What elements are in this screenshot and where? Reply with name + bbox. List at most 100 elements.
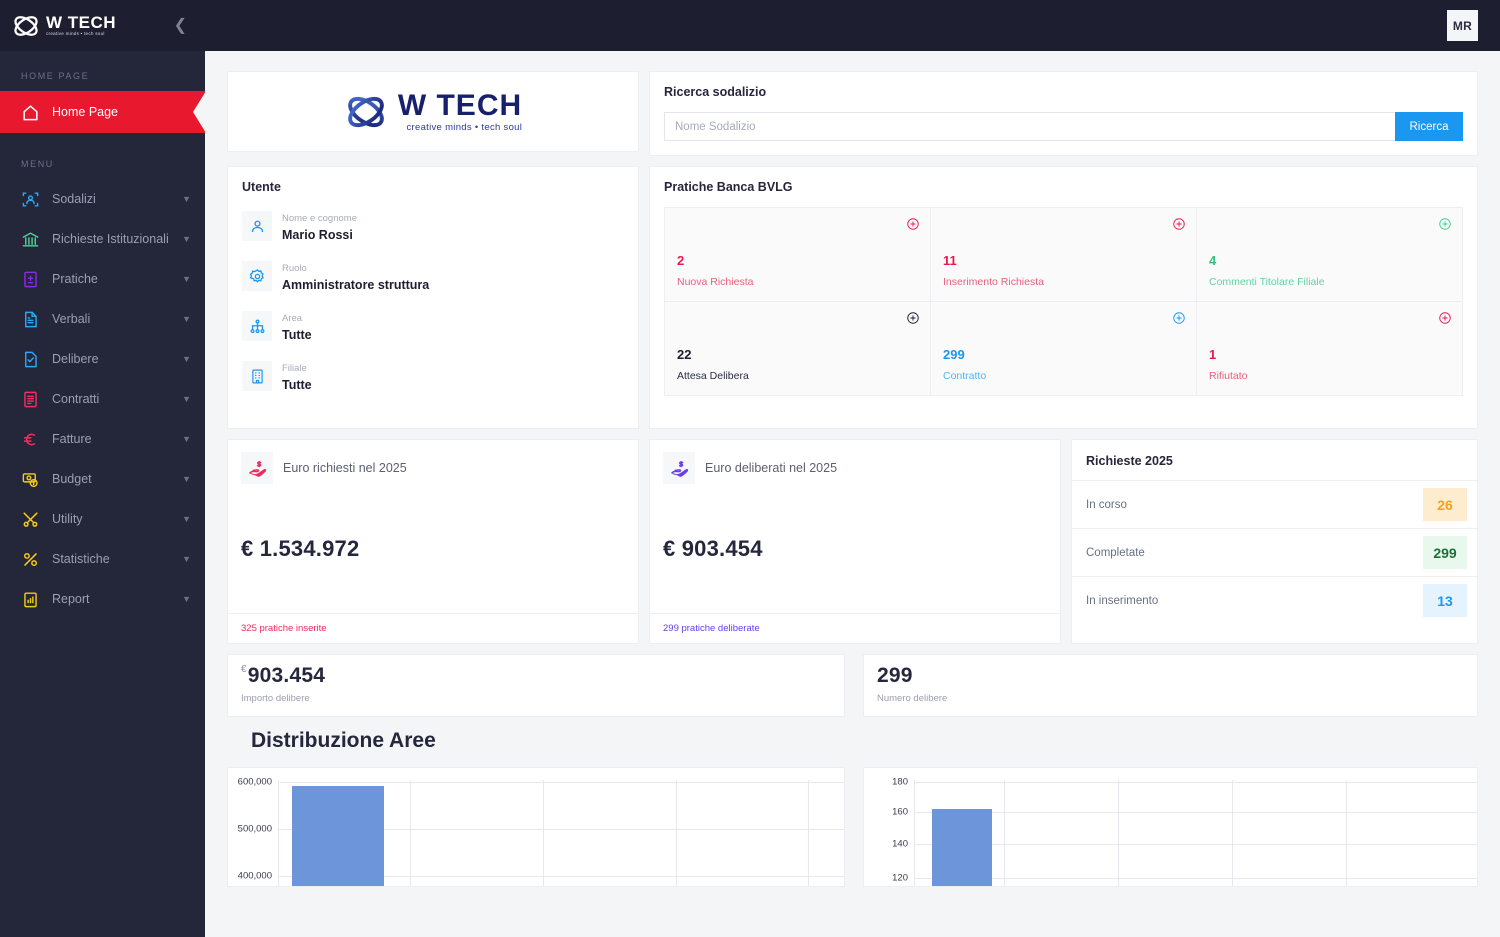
euro-card-body: € 1.534.972 — [228, 484, 638, 613]
document-plusminus-icon — [24, 271, 37, 287]
logo-card: W TECH creative minds • tech soul — [227, 71, 639, 152]
euro-richiesti-card: Euro richiesti nel 2025 € 1.534.972 325 … — [227, 439, 639, 644]
numero-delibere-number: 299 — [877, 664, 913, 687]
chevron-down-icon: ▼ — [182, 233, 191, 244]
search-row: Ricerca — [664, 112, 1463, 141]
euro-card-body: € 903.454 — [650, 484, 1060, 613]
euro-card-footer: 325 pratiche inserite — [228, 613, 638, 643]
numero-delibere-card: 299 Numero delibere — [863, 654, 1478, 717]
sidebar-item-label: Pratiche — [52, 272, 98, 286]
pratiche-cell-label: Contratto — [943, 370, 987, 382]
chevron-down-icon: ▼ — [182, 313, 191, 324]
contact-card-icon — [22, 191, 39, 207]
sidebar-item-report[interactable]: Report ▼ — [0, 579, 205, 619]
euro-card-header: Euro deliberati nel 2025 — [650, 440, 1060, 484]
richieste-row-label: Completate — [1086, 546, 1145, 559]
sidebar-item-delibere[interactable]: Delibere ▼ — [0, 339, 205, 379]
logo-tagline: creative minds • tech soul — [406, 121, 523, 133]
plus-circle-icon[interactable] — [906, 311, 920, 325]
plus-circle-icon[interactable] — [1172, 217, 1186, 231]
brand-name: W TECH — [46, 13, 117, 33]
pratiche-cell-count: 4 — [1209, 253, 1217, 268]
pratiche-cell-label: Nuova Richiesta — [677, 276, 754, 288]
home-icon — [23, 104, 38, 120]
search-button[interactable]: Ricerca — [1395, 112, 1463, 141]
pratiche-cell-contratto[interactable]: 299 Contratto — [931, 302, 1196, 395]
chart-distribuzione-importi: 600,000 500,000 400,000 — [227, 767, 845, 887]
y-axis-tick: 180 — [892, 776, 908, 788]
chevron-down-icon: ▼ — [182, 553, 191, 564]
wtech-knot-icon — [14, 15, 38, 36]
pratiche-cell-inserimento-richiesta[interactable]: 11 Inserimento Richiesta — [931, 208, 1196, 301]
y-axis-tick: 120 — [892, 872, 908, 884]
search-input[interactable] — [664, 112, 1395, 141]
chart-plot-area: 180 160 140 120 — [864, 768, 1477, 886]
pratiche-cell-count: 11 — [943, 253, 957, 268]
sidebar-section-home-label: HOME PAGE — [21, 71, 90, 81]
wtech-knot-icon — [348, 96, 384, 127]
gear-icon — [242, 261, 272, 291]
utente-field-value: Tutte — [282, 378, 312, 392]
euro-icon — [23, 433, 36, 445]
status-badge: 13 — [1423, 584, 1467, 617]
sidebar-item-fatture[interactable]: Fatture ▼ — [0, 419, 205, 459]
pratiche-cell-label: Rifiutato — [1209, 370, 1248, 382]
document-lines-icon — [25, 311, 37, 327]
search-card: Ricerca sodalizio Ricerca — [649, 71, 1478, 156]
y-axis-tick: 400,000 — [237, 870, 272, 882]
pratiche-cell-rifiutato[interactable]: 1 Rifiutato — [1197, 302, 1462, 395]
row-logo-search: W TECH creative minds • tech soul Ricerc… — [227, 71, 1478, 156]
sidebar-item-utility[interactable]: Utility ▼ — [0, 499, 205, 539]
importo-delibere-number: 903.454 — [247, 664, 326, 687]
plus-circle-icon[interactable] — [1438, 311, 1452, 325]
avatar[interactable]: MR — [1447, 10, 1478, 41]
chevron-down-icon: ▼ — [182, 473, 191, 484]
hand-money-icon — [241, 452, 273, 484]
numero-delibere-label: Numero delibere — [877, 693, 948, 704]
utente-field-area: Area Tutte — [242, 308, 624, 344]
richieste-row-in-inserimento: In inserimento 13 — [1072, 576, 1477, 624]
pratiche-cell-label: Attesa Delibera — [677, 370, 749, 382]
sidebar-item-sodalizi[interactable]: Sodalizi ▼ — [0, 179, 205, 219]
page-title: Distribuzione Aree — [251, 729, 436, 752]
sidebar-item-home-page[interactable]: Home Page — [0, 91, 205, 133]
numero-delibere-value: 299 — [877, 665, 1464, 686]
plus-circle-icon[interactable] — [906, 217, 920, 231]
utente-field-label: Filiale — [282, 363, 307, 374]
percent-icon — [23, 552, 38, 566]
pratiche-cell-commenti-titolare-filiale[interactable]: 4 Commenti Titolare Filiale — [1197, 208, 1462, 301]
utente-field-value: Tutte — [282, 328, 312, 342]
euro-card-title: Euro richiesti nel 2025 — [283, 461, 407, 475]
row-euro-richieste: Euro richiesti nel 2025 € 1.534.972 325 … — [227, 439, 1478, 644]
logo-name: W TECH — [397, 88, 523, 122]
row-utente-pratiche: Utente Nome e cognome Mario Rossi — [227, 166, 1478, 429]
sidebar-item-verbali[interactable]: Verbali ▼ — [0, 299, 205, 339]
chart-distribuzione-numero: 180 160 140 120 — [863, 767, 1478, 887]
pratiche-cell-label: Inserimento Richiesta — [943, 276, 1044, 288]
sidebar-item-contratti[interactable]: Contratti ▼ — [0, 379, 205, 419]
document-check-icon — [25, 351, 37, 367]
euro-deliberati-card: Euro deliberati nel 2025 € 903.454 299 p… — [649, 439, 1061, 644]
sidebar-item-pratiche[interactable]: Pratiche ▼ — [0, 259, 205, 299]
brand-logo[interactable]: W TECH creative minds • tech soul — [12, 14, 116, 38]
sidebar-item-richieste-istituzionali[interactable]: Richieste Istituzionali ▼ — [0, 219, 205, 259]
tools-icon — [23, 511, 38, 527]
sidebar-item-statistiche[interactable]: Statistiche ▼ — [0, 539, 205, 579]
plus-circle-icon[interactable] — [1438, 217, 1452, 231]
chart-bar — [932, 809, 992, 886]
sidebar-item-label: Contratti — [52, 392, 100, 406]
utente-field-label: Area — [282, 313, 303, 324]
sidebar-collapse-button[interactable]: ❮ — [173, 16, 187, 34]
sidebar-section-menu-label: MENU — [21, 159, 54, 169]
chevron-down-icon: ▼ — [182, 353, 191, 364]
pratiche-cell-nuova-richiesta[interactable]: 2 Nuova Richiesta — [665, 208, 930, 301]
euro-card-title: Euro deliberati nel 2025 — [705, 461, 838, 475]
sidebar-item-label: Delibere — [52, 352, 99, 366]
pratiche-cell-attesa-delibera[interactable]: 22 Attesa Delibera — [665, 302, 930, 395]
money-icon — [22, 472, 38, 487]
sidebar-item-label: Statistiche — [52, 552, 110, 566]
chevron-down-icon: ▼ — [182, 513, 191, 524]
sidebar-item-budget[interactable]: Budget ▼ — [0, 459, 205, 499]
plus-circle-icon[interactable] — [1172, 311, 1186, 325]
